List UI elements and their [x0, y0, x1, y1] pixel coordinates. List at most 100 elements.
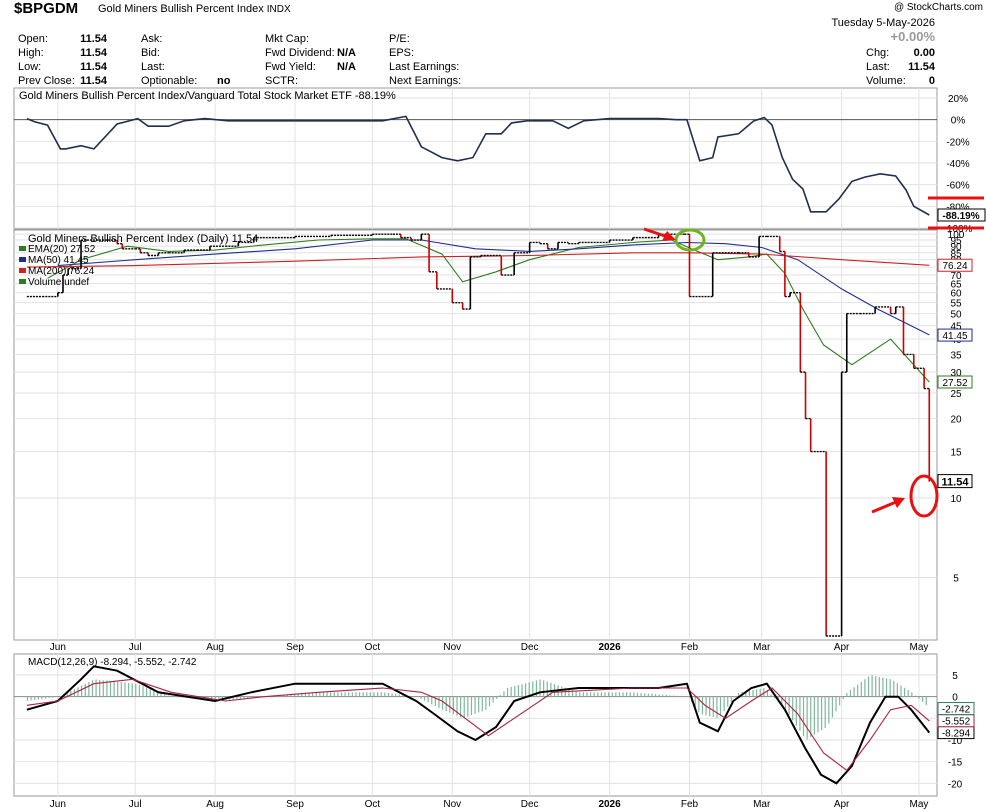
- last-quote-value: 11.54: [908, 61, 935, 73]
- pe-label: P/E:: [389, 33, 410, 45]
- macd-histogram-bar: [395, 693, 397, 697]
- annotations: [643, 196, 984, 518]
- macd-histogram-bar: [600, 692, 603, 697]
- macd-histogram-bar: [629, 692, 631, 697]
- macd-histogram-bar: [611, 692, 613, 697]
- price-y-tick: 5: [953, 573, 959, 584]
- fwd-dividend-value: N/A: [337, 47, 356, 59]
- macd-histogram-bar: [48, 696, 50, 698]
- macd-histogram-bar: [254, 696, 256, 698]
- macd-histogram-bar: [337, 692, 339, 697]
- x-tick-label: Jun: [50, 642, 66, 653]
- macd-histogram-bar: [748, 690, 750, 697]
- macd-histogram-bar: [474, 696, 476, 714]
- macd-histogram-bar: [467, 696, 469, 717]
- macd-histogram-bar: [903, 687, 906, 697]
- macd-histogram-bar: [925, 696, 927, 706]
- x-tick-label: 2026: [598, 642, 621, 653]
- macd-histogram-bar: [644, 693, 646, 697]
- macd-histogram-bar: [304, 693, 307, 697]
- macd-histogram-bar: [113, 681, 115, 697]
- macd-histogram-bar: [243, 696, 245, 699]
- macd-histogram-bar: [478, 696, 480, 713]
- macd-histogram-bar: [737, 692, 740, 697]
- chg-value: 0.00: [913, 47, 935, 59]
- macd-histogram-bar: [37, 696, 39, 700]
- macd-panel-frame: [13, 653, 938, 797]
- macd-histogram-bar: [532, 681, 534, 697]
- ema20-legend: EMA(20) 27.52: [28, 244, 96, 255]
- macd-histogram-bar: [546, 681, 548, 697]
- macd-histogram-bar: [589, 692, 592, 697]
- macd-histogram-bar: [885, 678, 888, 697]
- macd-histogram-bar: [70, 690, 72, 697]
- red-arrow-shaft: [871, 500, 897, 514]
- macd-histogram-bar: [427, 696, 429, 703]
- macd-histogram-bar: [434, 696, 436, 707]
- macd-histogram-bar: [622, 692, 624, 697]
- macd-histogram-bar: [377, 692, 379, 697]
- sctr-label: SCTR:: [265, 75, 298, 87]
- macd-histogram-bar: [452, 696, 455, 715]
- x-tick-label: Dec: [521, 799, 539, 810]
- x-tick-label: Oct: [365, 642, 381, 653]
- macd-histogram-bar: [698, 696, 700, 712]
- last-label: Last:: [141, 61, 165, 73]
- ma-last-box: [937, 328, 973, 342]
- ma50-swatch: [19, 257, 26, 262]
- volume-value: 0: [928, 75, 935, 87]
- macd-histogram-bar: [124, 682, 126, 697]
- ma50-line: [57, 239, 930, 336]
- macd-histogram-bar: [41, 696, 43, 699]
- macd-histogram-bar: [250, 696, 252, 698]
- macd-histogram-bar: [182, 696, 184, 698]
- macd-histogram-bar: [846, 693, 848, 697]
- price-panel: 1009590858075706560555045403530252015105…: [26, 230, 973, 637]
- price-y-tick: 45: [950, 322, 962, 333]
- volume-legend: Volume undef: [28, 277, 89, 288]
- macd-histogram-bar: [878, 676, 880, 697]
- macd-last-value: -8.294: [942, 729, 971, 740]
- x-tick-label: Apr: [834, 642, 850, 653]
- macd-histogram-bar: [813, 696, 815, 735]
- macd-histogram-bar: [236, 696, 238, 700]
- x-tick-label: Dec: [521, 642, 539, 653]
- macd-histogram-bar: [539, 679, 541, 697]
- macd-histogram-bar: [514, 686, 516, 697]
- macd-histogram-bar: [409, 695, 411, 697]
- macd-histogram-bar: [380, 692, 382, 697]
- macd-histogram-bar: [727, 696, 729, 707]
- macd-histogram-bar: [889, 679, 891, 697]
- volume-label: Volume:: [866, 75, 906, 87]
- price-y-tick: 20: [950, 415, 962, 426]
- macd-histogram-bar: [366, 692, 368, 697]
- macd-histogram-bar: [911, 692, 913, 697]
- grid-lines: [14, 88, 937, 796]
- macd-histogram-bar: [651, 693, 653, 697]
- x-axis: Jun Jun Jul Jul Aug Aug Sep Sep Oct Oct Nov Nov Dec D…: [50, 642, 929, 810]
- macd-histogram-bar: [669, 695, 671, 697]
- x-tick-label: Sep: [286, 642, 304, 653]
- macd-histogram-bar: [95, 679, 97, 697]
- macd-histogram-bar: [293, 694, 296, 697]
- price-y-tick: 10: [950, 494, 962, 505]
- macd-histogram-bar: [135, 683, 137, 697]
- macd-histogram-bar: [802, 696, 805, 737]
- macd-histogram-bar: [34, 696, 36, 700]
- macd-histogram-bar: [44, 696, 47, 699]
- macd-histogram-bar: [582, 692, 584, 697]
- price-last-value: 11.54: [942, 477, 970, 489]
- macd-histogram-bar: [485, 696, 487, 710]
- eps-label: EPS:: [389, 47, 415, 59]
- price-panel-frame: [13, 229, 938, 641]
- macd-histogram-bar: [456, 696, 458, 716]
- macd-histogram-bar: [730, 696, 732, 703]
- macd-histogram-bar: [503, 691, 505, 697]
- last-quote-label: Last:: [866, 61, 890, 73]
- macd-histogram-bar: [647, 693, 649, 697]
- macd-histogram-bar: [770, 694, 772, 697]
- low-value: 11.54: [80, 61, 107, 73]
- ratio-last-value: -88.19%: [942, 211, 979, 222]
- macd-histogram-bar: [922, 696, 924, 702]
